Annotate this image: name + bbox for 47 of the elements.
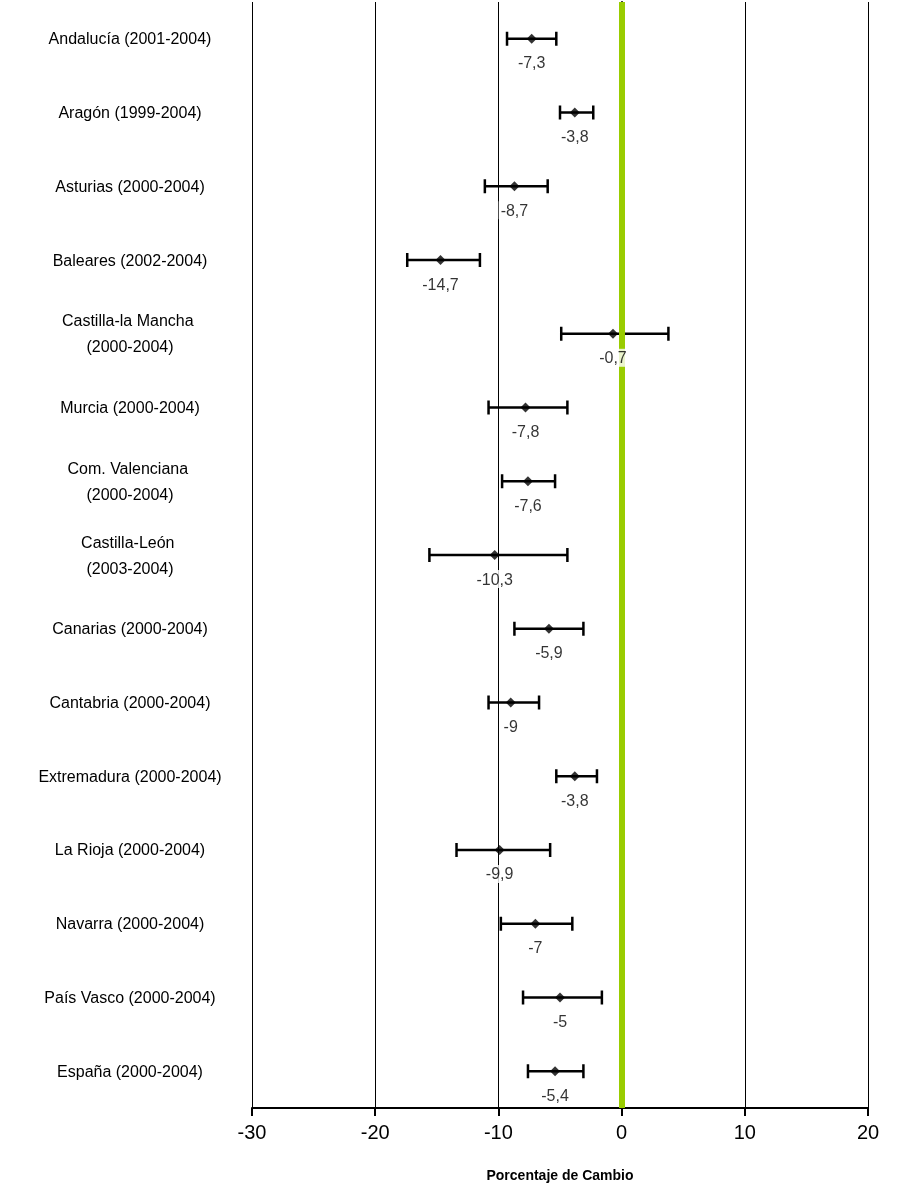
y-tick-label: Baleares (2002-2004) — [52, 251, 208, 269]
x-tick-label: -20 — [360, 1121, 390, 1143]
y-tick-label: Castilla-León (2003-2004) — [81, 533, 179, 577]
data-label: -10,3 — [476, 570, 514, 588]
data-label: -3,8 — [560, 128, 589, 146]
y-tick-label: Asturias (2000-2004) — [55, 177, 205, 195]
point — [520, 402, 531, 413]
y-tick-label: Com. Valenciana (2000-2004) — [67, 459, 193, 503]
y-tick-label: La Rioja (2000-2004) — [54, 841, 206, 859]
point — [569, 107, 580, 118]
y-tick-label: Murcia (2000-2004) — [60, 399, 200, 417]
x-axis-title: Porcentaje de Cambio — [486, 1167, 634, 1183]
x-tick-label: 10 — [733, 1121, 756, 1143]
x-tick-label: 20 — [856, 1121, 880, 1143]
y-tick-label: Navarra (2000-2004) — [55, 915, 205, 933]
y-tick-label: Extremadura (2000-2004) — [38, 767, 222, 785]
y-tick-label: Andalucía (2001-2004) — [48, 30, 212, 48]
data-label: -7 — [528, 939, 543, 957]
point — [569, 771, 580, 782]
y-tick-label: Canarias (2000-2004) — [52, 620, 208, 638]
y-tick-label: Cantabria (2000-2004) — [49, 693, 211, 711]
x-tick-label: 0 — [616, 1121, 628, 1143]
data-label: -5,4 — [541, 1086, 569, 1104]
point — [555, 992, 565, 1003]
data-label: -5 — [552, 1012, 568, 1030]
data-label: -5,9 — [535, 644, 563, 662]
data-label: -7,3 — [517, 54, 546, 72]
y-tick-label: España (2000-2004) — [57, 1062, 203, 1080]
data-label: -14,7 — [422, 275, 459, 293]
data-label: -0,7 — [599, 349, 627, 367]
point — [435, 255, 446, 266]
point — [505, 697, 516, 708]
data-label: -7,6 — [514, 496, 542, 514]
data-label: -3,8 — [560, 791, 589, 809]
x-tick-label: -10 — [483, 1121, 513, 1143]
y-tick-label: País Vasco (2000-2004) — [44, 988, 216, 1006]
data-label: -7,8 — [511, 423, 540, 441]
y-tick-label: Castilla-la Mancha (2000-2004) — [61, 312, 199, 356]
point — [530, 918, 541, 929]
point — [509, 181, 520, 192]
x-tick-label: -30 — [237, 1121, 267, 1143]
point — [494, 844, 505, 855]
data-label: -8,7 — [500, 201, 529, 219]
data-label: -9 — [503, 717, 518, 735]
data-label: -9,9 — [485, 865, 514, 883]
y-tick-label: Aragón (1999-2004) — [58, 104, 202, 122]
point — [526, 33, 537, 44]
